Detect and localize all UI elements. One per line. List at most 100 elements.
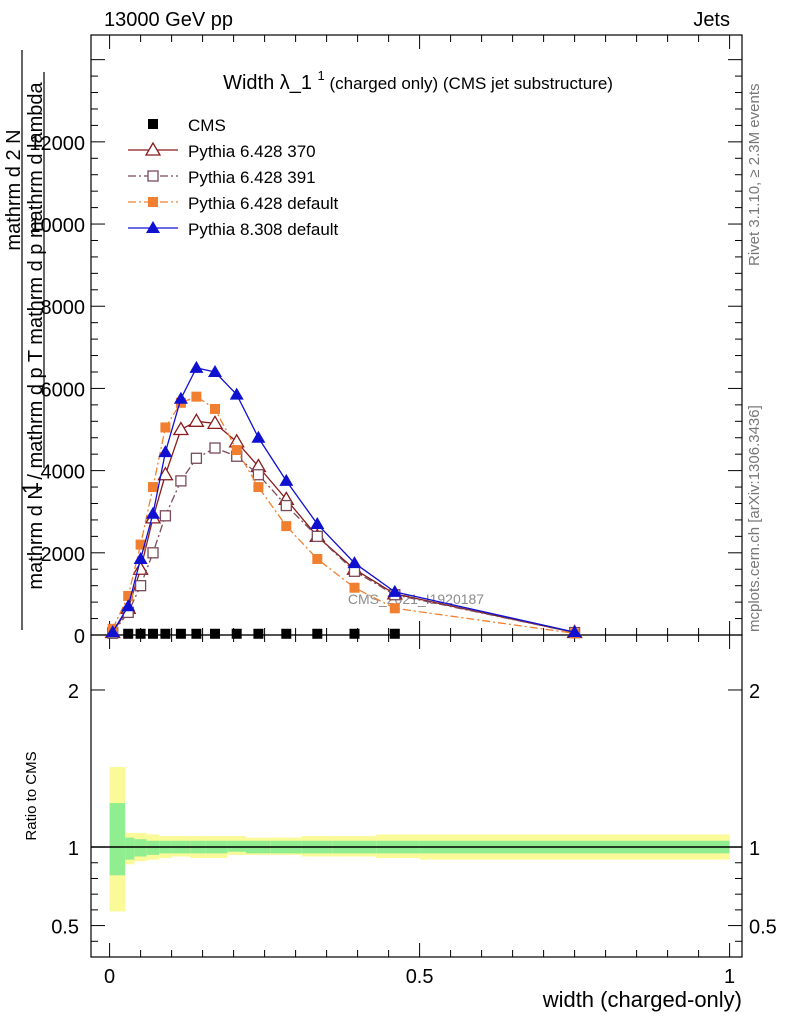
title-rest: (charged only) (CMS jet substructure) <box>325 74 613 93</box>
data-point-pythia-6-428-default <box>281 521 292 532</box>
ratio-y-tick-label: 1 <box>68 838 79 860</box>
legend-marker-pythia-6-428-370 <box>144 141 162 156</box>
y-tick-label: 2000 <box>41 544 86 566</box>
data-point-pythia-8-308-default <box>310 517 325 530</box>
ratio-y-axis-title: Ratio to CMS <box>23 751 40 840</box>
data-point-pythia-6-428-391 <box>147 547 159 559</box>
ratio-y-tick-label: 2 <box>68 681 79 703</box>
data-point-cms <box>191 628 202 639</box>
data-point-pythia-8-308-default <box>347 556 362 569</box>
ratio-y-tick-label: 0.5 <box>51 917 79 939</box>
y-tick-label: 0 <box>74 626 85 648</box>
x-tick-label: 1 <box>724 966 735 988</box>
data-point-pythia-6-428-default <box>349 582 360 593</box>
legend-label: Pythia 6.428 default <box>188 194 339 213</box>
x-tick-label: 0 <box>104 966 115 988</box>
legend-label: Pythia 8.308 default <box>188 220 339 239</box>
data-point-cms <box>349 628 360 639</box>
data-point-pythia-6-428-391 <box>159 510 172 522</box>
data-point-pythia-6-428-default <box>389 603 400 614</box>
data-point-pythia-6-428-default <box>123 590 134 601</box>
y-tick-label: 8000 <box>41 297 86 319</box>
ratio-y-tick-label: 2 <box>749 681 760 703</box>
title-main: Width λ_1 <box>223 72 317 94</box>
data-point-pythia-6-428-default <box>312 553 323 564</box>
legend-marker-cms <box>148 119 158 129</box>
data-point-pythia-6-428-default <box>210 403 220 414</box>
ratio-inner-band <box>134 839 147 857</box>
ratio-y-tick-label: 0.5 <box>749 917 777 939</box>
series-line-pythia-6-428-370 <box>112 420 575 634</box>
data-point-pythia-6-428-391 <box>280 499 292 512</box>
data-point-pythia-8-308-default <box>105 625 120 638</box>
data-point-pythia-6-428-default <box>231 445 242 456</box>
data-point-pythia-8-308-default <box>158 445 173 458</box>
data-point-pythia-8-308-default <box>189 360 204 373</box>
data-point-cms <box>175 628 186 639</box>
x-tick-label: 0.5 <box>406 966 434 988</box>
data-point-pythia-6-428-default <box>148 482 158 493</box>
y-tick-label: 6000 <box>41 379 86 401</box>
data-point-pythia-8-308-default <box>173 391 188 404</box>
ratio-inner-band <box>227 840 246 852</box>
data-point-pythia-6-428-default <box>191 391 202 402</box>
data-point-pythia-6-428-370 <box>172 421 190 436</box>
data-point-cms <box>389 628 400 639</box>
data-point-pythia-6-428-370 <box>188 413 205 427</box>
data-point-pythia-6-428-370 <box>228 433 245 448</box>
data-point-cms <box>210 628 220 639</box>
data-point-pythia-6-428-391 <box>252 469 265 481</box>
ratio-frame <box>90 634 743 958</box>
data-point-pythia-6-428-default <box>253 482 264 493</box>
legend-marker-pythia-8-308-default <box>146 221 160 233</box>
data-point-cms <box>135 628 146 639</box>
y-axis-title-numerator: 1 <box>18 482 43 494</box>
data-point-cms <box>281 628 292 639</box>
ratio-inner-band <box>109 803 126 876</box>
data-point-pythia-6-428-370 <box>206 415 224 430</box>
y-tick-label: 10000 <box>29 215 85 237</box>
energy-label: 13000 GeV pp <box>104 9 233 31</box>
data-point-pythia-6-428-391 <box>175 475 187 487</box>
legend-marker-pythia-6-428-391 <box>147 170 159 182</box>
data-point-pythia-8-308-default <box>133 551 148 564</box>
data-point-cms <box>148 628 158 639</box>
ratio-inner-band <box>125 837 135 860</box>
ratio-inner-band <box>146 840 160 855</box>
legend-label: Pythia 6.428 370 <box>188 142 316 161</box>
data-point-pythia-6-428-391 <box>190 452 203 464</box>
y-axis-title-denominator: mathrm d N / mathrm d p T mathrm d p mat… <box>25 82 47 590</box>
data-point-pythia-8-308-default <box>121 599 136 612</box>
data-point-pythia-8-308-default <box>146 506 160 519</box>
data-point-cms <box>123 628 134 639</box>
data-point-pythia-8-308-default <box>229 387 244 400</box>
data-point-pythia-8-308-default <box>387 584 402 597</box>
title-superscript: 1 <box>318 68 325 83</box>
y-axis-title-top: mathrm d 2 N <box>3 129 25 250</box>
legend-label: Pythia 6.428 391 <box>188 168 316 187</box>
chart-title: Width λ_1 1 (charged only) (CMS jet subs… <box>223 68 613 94</box>
data-point-cms <box>312 628 323 639</box>
data-point-cms <box>231 628 242 639</box>
category-label: Jets <box>693 9 730 31</box>
data-point-pythia-8-308-default <box>251 430 266 443</box>
y-tick-label: 12000 <box>29 133 85 155</box>
data-point-pythia-8-308-default <box>567 625 582 638</box>
data-point-pythia-8-308-default <box>279 473 294 486</box>
legend-label: CMS <box>188 116 226 135</box>
data-point-pythia-8-308-default <box>208 364 222 377</box>
y-tick-label: 4000 <box>41 462 86 484</box>
series-line-pythia-6-428-391 <box>112 447 575 634</box>
data-point-pythia-6-428-default <box>160 422 171 433</box>
ratio-y-tick-label: 1 <box>749 838 760 860</box>
legend-marker-pythia-6-428-default <box>148 197 158 207</box>
x-axis-title: width (charged-only) <box>542 987 742 1012</box>
data-point-pythia-6-428-370 <box>157 466 174 481</box>
data-point-pythia-6-428-default <box>135 539 146 550</box>
data-point-cms <box>253 628 264 639</box>
data-point-pythia-6-428-391 <box>134 580 147 592</box>
data-point-pythia-6-428-391 <box>209 442 221 454</box>
data-point-pythia-6-428-391 <box>311 530 323 543</box>
